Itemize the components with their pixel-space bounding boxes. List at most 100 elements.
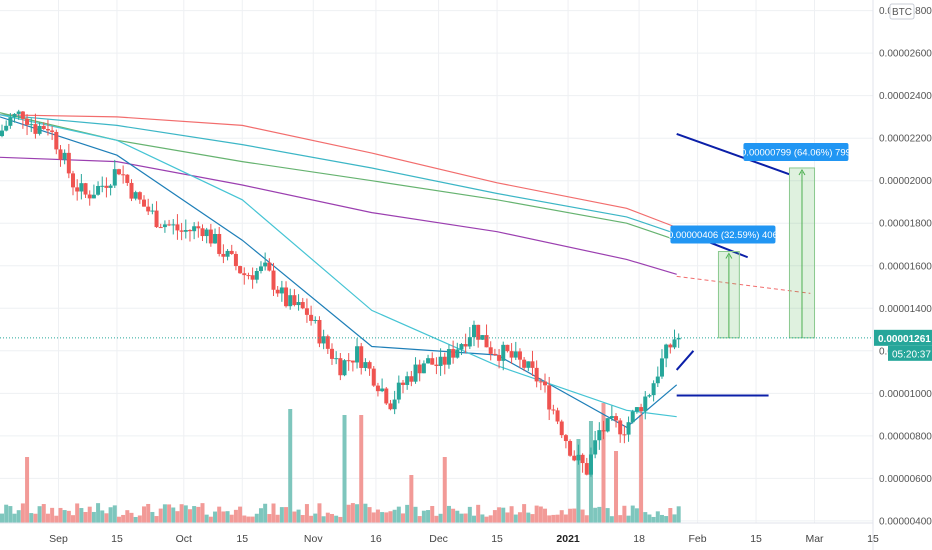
- volume-bar: [572, 508, 577, 523]
- candle-body: [609, 416, 614, 419]
- volume-bar: [29, 513, 34, 523]
- volume-bar: [430, 505, 435, 523]
- candle-body: [626, 422, 631, 435]
- candlesticks: [0, 109, 681, 477]
- candle-body: [538, 381, 543, 383]
- candle-body: [367, 362, 372, 369]
- volume-bar: [309, 515, 314, 523]
- candle-body: [162, 224, 167, 228]
- candle-body: [292, 295, 297, 306]
- candle-body: [400, 382, 405, 385]
- candle-body: [284, 287, 289, 307]
- volume-bar: [367, 507, 372, 523]
- volume-bar: [171, 507, 176, 523]
- volume-bar: [162, 504, 167, 523]
- candle-body: [121, 174, 126, 176]
- candle-body: [647, 395, 652, 397]
- time-tick-label: Feb: [689, 533, 707, 545]
- volume-bar: [651, 516, 656, 523]
- candle-body: [329, 348, 334, 359]
- candle-body: [242, 273, 247, 276]
- time-tick-label: 15: [867, 533, 879, 545]
- candle-body: [463, 344, 468, 347]
- currency-badge: [889, 3, 915, 20]
- candle-body: [664, 344, 669, 359]
- candle-body: [580, 454, 585, 464]
- candle-body: [263, 262, 268, 267]
- candle-body: [601, 430, 606, 432]
- volume-bar: [25, 457, 30, 523]
- price-axis[interactable]: 0.00000400 0.00000600 0.00000800 0.00001000…: [872, 0, 932, 550]
- drawing-tools[interactable]: 0.00000406 (32.59%) 406 0.00000799 (64.06…: [668, 132, 851, 397]
- candle-body: [409, 376, 414, 382]
- candle-body: [643, 396, 648, 412]
- candle-body: [588, 454, 593, 475]
- volume-bar: [91, 511, 96, 523]
- volume-bar: [150, 511, 155, 523]
- candle-body: [208, 229, 213, 244]
- volume-bar: [342, 415, 347, 523]
- volume-bar: [4, 504, 9, 523]
- candle-body: [75, 187, 80, 192]
- volume-bar: [284, 507, 289, 523]
- candle-body: [175, 224, 180, 231]
- volume-bar: [426, 510, 431, 523]
- volume-bar: [513, 514, 518, 523]
- candle-body: [534, 367, 539, 382]
- volume-bar: [459, 513, 464, 523]
- time-tick-label: Sep: [49, 533, 68, 545]
- candle-body: [246, 275, 251, 277]
- volume-bar: [321, 516, 326, 523]
- volume-bar: [175, 511, 180, 523]
- volume-bar: [538, 506, 543, 523]
- candle-body: [342, 360, 347, 376]
- candle-body: [20, 111, 25, 119]
- volume-bar: [551, 514, 556, 523]
- candle-body: [517, 351, 522, 360]
- candle-body: [442, 356, 447, 365]
- candle-body: [187, 230, 192, 232]
- candle-body: [66, 152, 71, 174]
- candle-body: [593, 440, 598, 455]
- candle-body: [543, 381, 548, 386]
- volume-bar: [543, 508, 548, 523]
- volume-bar: [559, 510, 564, 523]
- volume-bar: [62, 510, 67, 523]
- volume-bar: [183, 505, 188, 523]
- volume-bar: [522, 504, 527, 523]
- volume-bar: [668, 508, 673, 523]
- moving-average-line: [0, 116, 678, 429]
- volume-bar: [313, 513, 318, 523]
- candle-body: [488, 347, 493, 354]
- candle-body: [672, 339, 677, 348]
- moving-average-line: [0, 114, 677, 235]
- volume-bar: [388, 511, 393, 523]
- candle-body: [4, 125, 9, 131]
- volume-bar: [221, 511, 226, 523]
- candle-body: [116, 169, 121, 175]
- candle-body: [50, 130, 55, 132]
- volume-bar: [614, 451, 619, 523]
- candle-body: [576, 454, 581, 461]
- volume-bar: [626, 515, 631, 523]
- volume-bar: [601, 403, 606, 523]
- volume-bar: [167, 504, 172, 523]
- candle-body: [54, 131, 59, 150]
- candle-body: [455, 349, 460, 358]
- candle-body: [91, 194, 96, 199]
- measure-label-box: [743, 142, 849, 161]
- time-axis[interactable]: Sep 15 Oct 15 Nov 16 Dec 15 2021 18 Feb 15 Mar 15: [0, 522, 879, 545]
- candle-body: [522, 359, 527, 368]
- candle-body: [254, 271, 259, 280]
- candle-body: [200, 228, 205, 237]
- candle-body: [668, 344, 673, 348]
- candle-body: [0, 130, 4, 137]
- volume-bar: [116, 516, 121, 523]
- candle-body: [204, 229, 209, 237]
- candle-body: [296, 302, 301, 306]
- volume-bar: [618, 515, 623, 523]
- volume-bar: [66, 510, 71, 523]
- time-tick-label: 16: [370, 533, 382, 545]
- volume-bar: [509, 506, 514, 523]
